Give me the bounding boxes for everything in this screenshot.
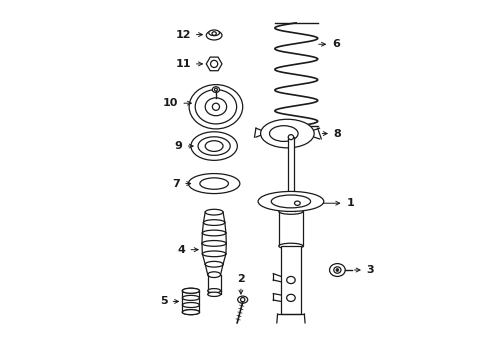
Ellipse shape	[240, 297, 244, 302]
Ellipse shape	[271, 195, 310, 208]
Text: 6: 6	[318, 39, 339, 49]
Ellipse shape	[202, 240, 226, 246]
Text: 12: 12	[175, 30, 202, 40]
Ellipse shape	[278, 208, 303, 214]
Ellipse shape	[212, 87, 219, 93]
Text: 5: 5	[160, 296, 178, 306]
Ellipse shape	[207, 292, 220, 296]
Ellipse shape	[206, 31, 222, 40]
Ellipse shape	[278, 243, 303, 249]
Ellipse shape	[205, 209, 223, 215]
Text: 1: 1	[323, 198, 353, 208]
Bar	[287, 137, 293, 198]
Text: 9: 9	[175, 141, 193, 151]
Ellipse shape	[182, 296, 199, 300]
Ellipse shape	[329, 264, 345, 276]
Ellipse shape	[198, 137, 230, 156]
Text: 2: 2	[237, 274, 244, 294]
Ellipse shape	[287, 135, 293, 140]
Ellipse shape	[182, 310, 199, 315]
Text: 4: 4	[177, 245, 198, 255]
Ellipse shape	[212, 32, 216, 35]
Ellipse shape	[258, 192, 323, 211]
Ellipse shape	[202, 230, 225, 236]
Ellipse shape	[202, 251, 225, 257]
Ellipse shape	[205, 261, 223, 267]
Text: 7: 7	[172, 179, 190, 189]
Ellipse shape	[214, 88, 217, 91]
Bar	[278, 211, 303, 246]
Ellipse shape	[333, 267, 340, 273]
Ellipse shape	[182, 288, 199, 293]
Ellipse shape	[208, 30, 219, 36]
Ellipse shape	[190, 132, 237, 160]
Ellipse shape	[260, 119, 313, 148]
Text: 8: 8	[322, 129, 341, 139]
Ellipse shape	[182, 288, 199, 293]
Ellipse shape	[182, 302, 199, 307]
Ellipse shape	[286, 276, 295, 284]
Ellipse shape	[269, 126, 298, 141]
Ellipse shape	[207, 289, 220, 293]
Text: 11: 11	[175, 59, 202, 69]
Ellipse shape	[200, 178, 228, 189]
Bar	[281, 246, 300, 314]
Ellipse shape	[203, 220, 224, 225]
Ellipse shape	[237, 296, 247, 303]
Ellipse shape	[188, 174, 240, 194]
Ellipse shape	[210, 60, 217, 67]
Ellipse shape	[189, 85, 242, 129]
Ellipse shape	[205, 141, 223, 152]
Ellipse shape	[294, 201, 300, 205]
Ellipse shape	[195, 90, 236, 124]
Ellipse shape	[286, 294, 295, 301]
Ellipse shape	[212, 103, 219, 111]
Ellipse shape	[205, 98, 226, 116]
Ellipse shape	[207, 272, 220, 278]
Text: 10: 10	[163, 98, 191, 108]
Ellipse shape	[182, 310, 199, 315]
Ellipse shape	[335, 269, 338, 271]
Text: 3: 3	[354, 265, 373, 275]
